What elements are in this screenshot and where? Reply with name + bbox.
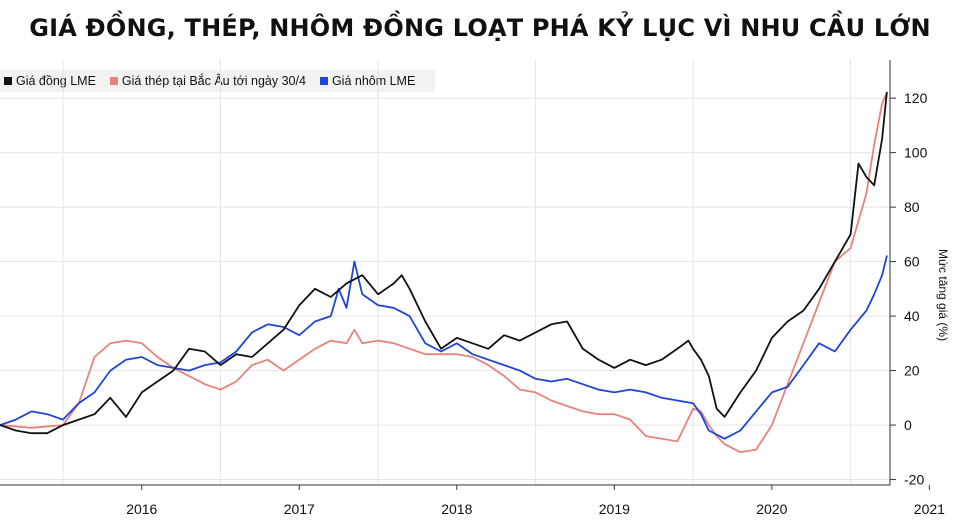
x-tick-label: 2016 — [126, 501, 157, 517]
legend-label-steel: Giá thép tại Bắc Âu tới ngày 30/4 — [121, 74, 306, 88]
chart-title: GIÁ ĐỒNG, THÉP, NHÔM ĐỒNG LOẠT PHÁ KỶ LỤ… — [29, 14, 931, 42]
x-tick-label: 2020 — [756, 501, 787, 517]
series-line-1 — [0, 91, 888, 454]
y-tick-label: 0 — [904, 417, 912, 433]
y-axis-label: Mức tăng giá (%) — [936, 248, 950, 342]
legend-item-steel: Giá thép tại Bắc Âu tới ngày 30/4 — [109, 74, 306, 88]
x-tick-label: 2017 — [284, 501, 315, 517]
legend-item-aluminium: Giá nhôm LME — [319, 74, 416, 88]
legend-label-copper: Giá đồng LME — [16, 74, 96, 88]
y-tick-label: 100 — [904, 145, 928, 161]
x-tick-label: 2018 — [441, 501, 472, 517]
y-tick-label: 40 — [904, 308, 920, 324]
legend-item-copper: Giá đồng LME — [4, 74, 96, 88]
y-tick-label: -20 — [904, 472, 924, 488]
chart-legend: Giá đồng LME Giá thép tại Bắc Âu tới ngà… — [0, 70, 436, 92]
series-line-2 — [0, 255, 888, 440]
y-tick-label: 20 — [904, 363, 920, 379]
y-tick-label: 80 — [904, 199, 920, 215]
legend-swatch-aluminium — [319, 77, 328, 85]
legend-label-aluminium: Giá nhôm LME — [331, 74, 416, 88]
y-tick-label: 60 — [904, 254, 920, 270]
y-tick-label: 120 — [904, 90, 928, 106]
series-line-0 — [0, 91, 888, 435]
legend-swatch-copper — [4, 77, 12, 85]
legend-swatch-steel — [109, 77, 118, 85]
x-tick-label: 2019 — [599, 501, 630, 517]
x-tick-label: 2021 — [914, 501, 945, 517]
